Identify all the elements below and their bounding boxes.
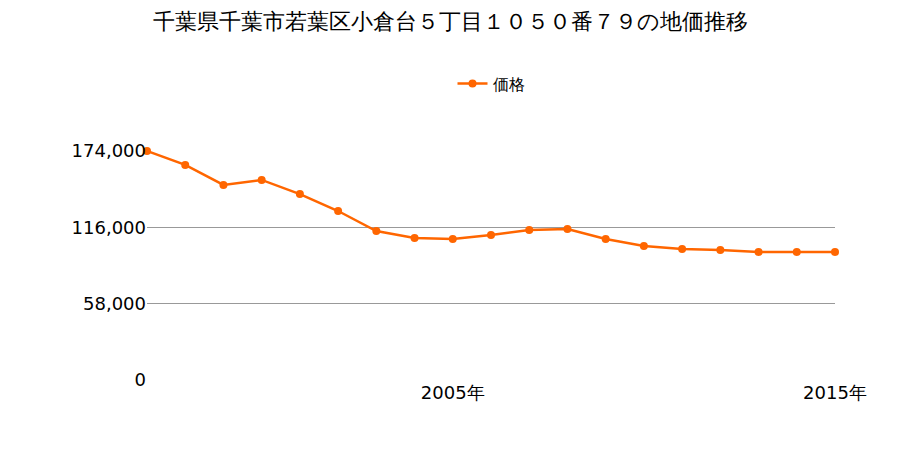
svg-text:千葉県千葉市若葉区小倉台５丁目１０５０番７９の地価推移: 千葉県千葉市若葉区小倉台５丁目１０５０番７９の地価推移 [153,9,748,34]
svg-text:2015年: 2015年 [803,382,867,403]
svg-text:価格: 価格 [493,75,525,94]
svg-text:116,000: 116,000 [72,217,146,238]
svg-text:174,000: 174,000 [72,140,146,161]
svg-text:0: 0 [135,369,146,390]
svg-text:2005年: 2005年 [421,382,485,403]
svg-text:58,000: 58,000 [83,293,146,314]
